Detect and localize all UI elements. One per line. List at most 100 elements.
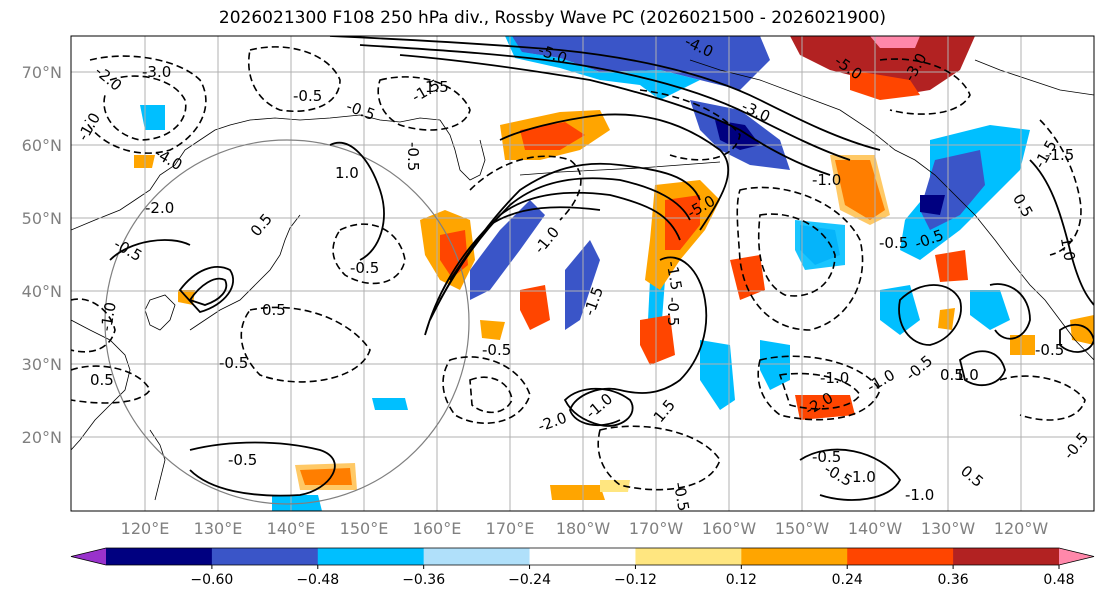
colorbar-extend-high	[1059, 548, 1094, 565]
lon-label: 170°E	[486, 519, 535, 538]
dashed-contours	[71, 46, 1086, 491]
colorbar-outline	[70, 547, 1095, 566]
lat-label: 30°N	[22, 355, 62, 374]
colorbar-tick-label: 0.36	[938, 572, 969, 588]
colorbar-swatch	[423, 548, 531, 565]
contour-label: -0.5	[879, 234, 908, 252]
lon-label: 160°W	[702, 519, 757, 538]
lat-label: 50°N	[22, 209, 62, 228]
colorbar-swatch	[953, 548, 1060, 565]
lat-label: 20°N	[22, 428, 62, 447]
colorbar-swatch	[741, 548, 848, 565]
lon-label: 130°W	[921, 519, 976, 538]
contour-jet-6	[439, 177, 691, 301]
contour-label: -0.5	[228, 451, 257, 469]
dashed-mid-1	[332, 223, 406, 285]
contour-label: -1.5	[1045, 146, 1074, 164]
colorbar-tick-label: −0.12	[614, 572, 657, 588]
contour-loop-160w	[569, 256, 708, 427]
colorbar-swatch	[635, 548, 742, 565]
lon-label: 160°E	[413, 519, 462, 538]
dashed-nw-1	[84, 55, 207, 154]
colorbar-swatch	[211, 548, 319, 565]
dashed-east-1	[999, 375, 1086, 421]
coastline-canada	[974, 59, 1094, 96]
coastline-east-asia	[71, 114, 441, 231]
lon-label: 170°W	[629, 519, 684, 538]
contour-japan-2	[178, 266, 235, 314]
dashed-south-2	[757, 355, 881, 421]
contour-label: -1.0	[812, 171, 841, 189]
contour-label: -0.5	[404, 142, 422, 171]
contour-label: -1.0	[97, 301, 120, 333]
contour-label: 0.5	[940, 366, 964, 384]
contour-japan-1	[188, 277, 228, 306]
coastline-japan	[189, 214, 301, 331]
contour-label: -0.5	[293, 87, 322, 105]
lon-label: 180°W	[556, 519, 611, 538]
contour-jet-1	[329, 36, 881, 151]
contour-loop-south	[563, 387, 634, 427]
contour-label: -0.5	[812, 448, 841, 466]
pos-anomaly-170w-core	[665, 195, 700, 250]
gridlines	[71, 36, 1094, 511]
lat-axis: 70°N 60°N 50°N 40°N 30°N 20°N	[22, 63, 62, 447]
contour-label: -1.5	[663, 260, 686, 292]
lon-label: 120°E	[121, 519, 170, 538]
lon-label: 150°E	[340, 519, 389, 538]
neg-anomaly-small2	[272, 495, 322, 511]
neg-anomaly-110w	[880, 285, 920, 335]
lon-axis: 120°E 130°E 140°E 150°E 160°E 170°E 180°…	[121, 519, 1049, 538]
lon-label: 150°W	[775, 519, 830, 538]
dashed-west-2	[71, 365, 151, 404]
neg-anomaly-w130-edge	[795, 220, 845, 270]
neg-anomaly-gulf-core	[715, 120, 760, 150]
contour-label: -0.5	[670, 481, 693, 513]
coastline-kamchatka	[439, 119, 486, 181]
lat-label: 60°N	[22, 136, 62, 155]
lat-label: 70°N	[22, 63, 62, 82]
dashed-jet-left	[469, 155, 582, 221]
colorbar-swatch	[847, 548, 954, 565]
dashed-ne	[639, 89, 741, 161]
neg-anomaly-east	[970, 290, 1010, 330]
contour-jet-3	[399, 54, 831, 176]
map-frame	[70, 35, 1095, 512]
pos-anomaly-center	[480, 320, 505, 340]
contour-label: -1.0	[820, 369, 849, 387]
colorbar: −0.60 −0.48 −0.36 −0.24 −0.12 0.12 0.24 0.36 0.4…	[70, 547, 1095, 588]
lat-label: 40°N	[22, 282, 62, 301]
pos-anomaly-center2	[938, 308, 955, 330]
coastline-korea	[144, 294, 176, 331]
pos-anomaly-arctic-max	[870, 36, 920, 48]
contour-jet-7	[429, 191, 681, 321]
pos-anomaly-arctic-edge	[850, 70, 920, 100]
contour-label: 0.5	[262, 301, 286, 319]
dashed-east-2	[1039, 119, 1082, 256]
dashed-south-1	[597, 425, 721, 491]
colorbar-tick-label: −0.36	[402, 572, 445, 588]
neg-anomaly-small1	[372, 398, 408, 410]
contour-label: -0.5	[482, 341, 511, 359]
contour-label: 1.5	[425, 78, 449, 96]
neg-anomaly-jet1	[470, 200, 545, 300]
lon-label: 140°E	[267, 519, 316, 538]
reference-circle	[104, 139, 470, 505]
neg-anomaly-sea-jp	[140, 105, 165, 130]
neg-anomaly-north-edge	[505, 36, 700, 100]
contour-label: 1.0	[1057, 236, 1079, 263]
contour-east-2	[958, 350, 1006, 387]
colorbar-swatch	[317, 548, 425, 565]
contour-label: -3.0	[142, 63, 171, 81]
contour-west-1	[329, 142, 385, 261]
dashed-gulf-2	[757, 213, 836, 297]
colorbar-extend-low	[71, 548, 106, 565]
dashed-mid-3	[442, 356, 531, 424]
pos-anomaly-ne	[730, 255, 765, 300]
contour-label: -0.5	[664, 297, 682, 326]
colorbar-tick-label: −0.24	[508, 572, 551, 588]
pos-anomaly-east3	[1070, 315, 1094, 345]
lon-label: 130°E	[194, 519, 243, 538]
pos-anomaly-south2	[600, 480, 630, 492]
contour-jet-2	[359, 44, 851, 161]
